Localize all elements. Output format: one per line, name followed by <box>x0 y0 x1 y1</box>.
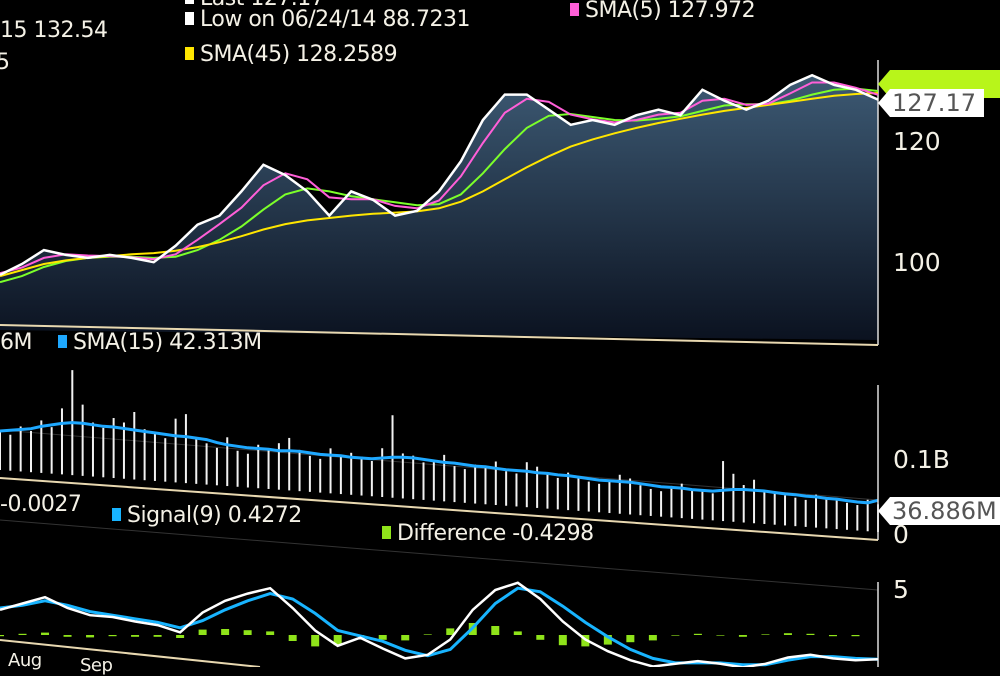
macd-tick-5: 5 <box>893 575 909 604</box>
difference-bar <box>423 634 432 635</box>
difference-swatch <box>382 526 391 539</box>
difference-bar <box>851 635 860 637</box>
difference-bar <box>333 635 342 646</box>
sma-green-line <box>0 87 879 284</box>
sma15-swatch <box>58 335 67 348</box>
difference-bar <box>243 630 252 635</box>
difference-bar <box>266 631 275 635</box>
sma45-line <box>0 92 879 278</box>
difference-bar <box>108 635 117 637</box>
difference-bar <box>828 635 837 637</box>
difference-bar <box>18 633 27 635</box>
legend-low: Low on 06/24/14 88.7231 <box>185 7 471 32</box>
macd-line <box>0 581 879 667</box>
difference-bar <box>311 635 320 647</box>
volume-last-tag: 36.886M <box>878 497 1000 525</box>
difference-bar <box>288 635 297 641</box>
legend-partial: 5 <box>0 50 10 75</box>
legend-signal: Signal(9) 0.4272 <box>112 503 302 528</box>
difference-bar <box>153 635 162 637</box>
volume-tick-0.1b: 0.1B <box>893 445 950 474</box>
sma5-swatch <box>570 3 579 16</box>
legend-low-text: Low on 06/24/14 88.7231 <box>200 7 471 32</box>
price-tick-120: 120 <box>893 127 941 156</box>
volume-tick-0: 0 <box>893 520 909 549</box>
legend-difference: Difference -0.4298 <box>382 521 594 546</box>
difference-bar <box>221 629 230 635</box>
legend-sma5-text: SMA(5) 127.972 <box>585 0 756 23</box>
macd-panel-bottom <box>0 639 261 667</box>
difference-bar <box>41 632 50 635</box>
difference-bar <box>0 635 4 637</box>
price-panel-bottom <box>0 324 879 346</box>
difference-bar <box>783 633 792 635</box>
legend-sma45: SMA(45) 128.2589 <box>185 42 398 67</box>
price-tick-100: 100 <box>893 248 941 277</box>
volume-sma-line <box>0 421 879 505</box>
legend-macd-partial: -0.0027 <box>0 492 82 517</box>
difference-bar <box>738 635 747 637</box>
difference-bar <box>446 628 455 635</box>
legend-signal-text: Signal(9) 0.4272 <box>127 503 302 528</box>
sma45-swatch <box>185 47 194 60</box>
difference-bar <box>761 634 770 635</box>
legend-sma5: SMA(5) 127.972 <box>570 0 756 23</box>
legend-sma15: SMA(15) 42.313M <box>58 330 262 355</box>
difference-bar <box>716 635 725 636</box>
difference-bar <box>626 635 635 643</box>
signal-swatch <box>112 508 121 521</box>
signal-line <box>0 586 879 667</box>
sma5-line <box>0 81 879 275</box>
legend-volume-partial: 6M <box>0 330 32 355</box>
low-swatch <box>185 12 194 25</box>
legend-high: 15 132.54 <box>0 18 108 43</box>
difference-bar <box>671 635 680 636</box>
legend-last: Last 127.17 <box>185 0 325 11</box>
legend-difference-text: Difference -0.4298 <box>397 521 594 546</box>
price-line <box>0 73 879 277</box>
legend-last-text: Last 127.17 <box>200 0 325 11</box>
legend-sma45-text: SMA(45) 128.2589 <box>200 42 398 67</box>
legend-sma15-text: SMA(15) 42.313M <box>73 330 262 355</box>
macd-gridline <box>0 519 879 591</box>
difference-bar <box>86 635 95 638</box>
difference-bar <box>401 635 410 641</box>
difference-bar <box>63 635 72 637</box>
x-label-aug: Aug <box>8 650 42 671</box>
difference-bar <box>513 631 522 635</box>
difference-bar <box>378 635 387 640</box>
difference-bar <box>176 635 185 638</box>
difference-bar <box>558 635 567 646</box>
difference-bar <box>131 635 140 637</box>
volume-panel-bottom <box>0 477 879 541</box>
difference-bar <box>806 633 815 635</box>
last-swatch <box>185 0 194 4</box>
difference-bar <box>603 635 612 645</box>
difference-bar <box>491 626 500 635</box>
difference-bar <box>536 635 545 640</box>
difference-bar <box>693 633 702 635</box>
difference-bar <box>198 629 207 635</box>
difference-bar <box>648 635 657 641</box>
last-price-tag: 127.17 <box>878 89 984 117</box>
x-label-sep: Sep <box>80 655 113 676</box>
